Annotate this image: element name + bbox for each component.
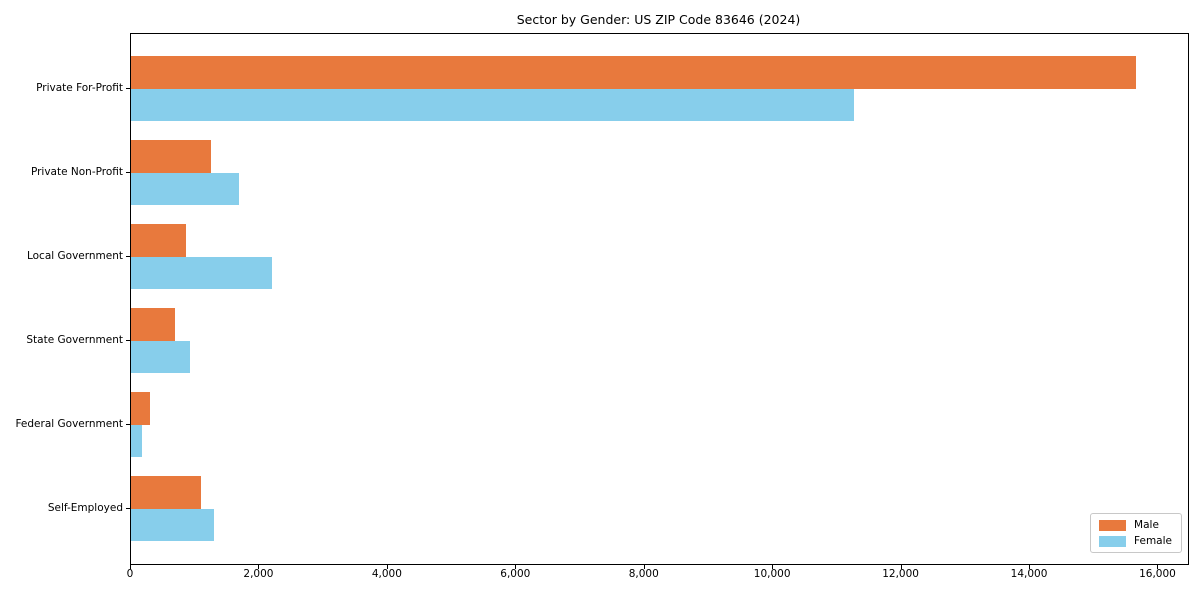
y-tick-mark	[126, 88, 131, 89]
male-bar	[131, 476, 201, 509]
male-bar	[131, 56, 1136, 89]
legend: Male Female	[1090, 513, 1182, 553]
female-bar	[131, 509, 214, 541]
x-tick-label: 0	[126, 568, 134, 580]
x-tick-mark	[515, 564, 517, 569]
x-tick-mark	[130, 564, 131, 569]
y-tick-label: Local Government	[26, 249, 123, 262]
x-tick-label: 10,000	[753, 568, 791, 580]
x-tick-label: 12,000	[882, 568, 919, 580]
female-swatch-icon	[1099, 535, 1127, 547]
female-bar	[131, 257, 272, 289]
female-bar	[131, 173, 239, 205]
male-bar	[131, 224, 187, 257]
y-tick-label: Private For-Profit	[36, 81, 123, 94]
x-tick-mark	[1157, 564, 1159, 569]
x-tick-mark	[1029, 564, 1031, 569]
x-tick-mark	[900, 564, 902, 569]
x-tick-label: 8,000	[628, 568, 659, 580]
male-bar	[131, 392, 151, 425]
x-tick-label: 14,000	[1010, 568, 1048, 580]
y-tick-label: Private Non-Profit	[30, 165, 123, 178]
x-tick-label: 4,000	[371, 568, 402, 580]
male-bar	[131, 308, 176, 341]
y-tick-mark	[126, 172, 131, 173]
x-tick-label: 2,000	[243, 568, 274, 580]
y-tick-mark	[126, 340, 131, 341]
legend-label-male: Male	[1134, 519, 1159, 531]
x-tick-mark	[772, 564, 774, 569]
legend-item-female: Female	[1099, 535, 1172, 547]
x-tick-label: 6,000	[500, 568, 531, 580]
x-tick-mark	[258, 564, 260, 569]
male-swatch-icon	[1099, 519, 1127, 531]
legend-item-male: Male	[1099, 519, 1172, 531]
y-tick-label: State Government	[26, 333, 123, 346]
x-tick-label: 16,000	[1139, 568, 1176, 580]
female-bar	[131, 425, 142, 457]
y-tick-label: Federal Government	[15, 417, 123, 430]
plot-area: Male Female	[130, 33, 1189, 565]
y-tick-mark	[126, 424, 131, 425]
y-tick-label: Self-Employed	[47, 501, 123, 514]
y-tick-mark	[126, 508, 131, 509]
female-bar	[131, 89, 855, 121]
legend-label-female: Female	[1134, 535, 1172, 547]
chart-title: Sector by Gender: US ZIP Code 83646 (202…	[516, 12, 801, 27]
male-bar	[131, 140, 212, 173]
x-tick-mark	[386, 564, 388, 569]
female-bar	[131, 341, 191, 373]
x-tick-mark	[643, 564, 645, 569]
y-tick-mark	[126, 256, 131, 257]
